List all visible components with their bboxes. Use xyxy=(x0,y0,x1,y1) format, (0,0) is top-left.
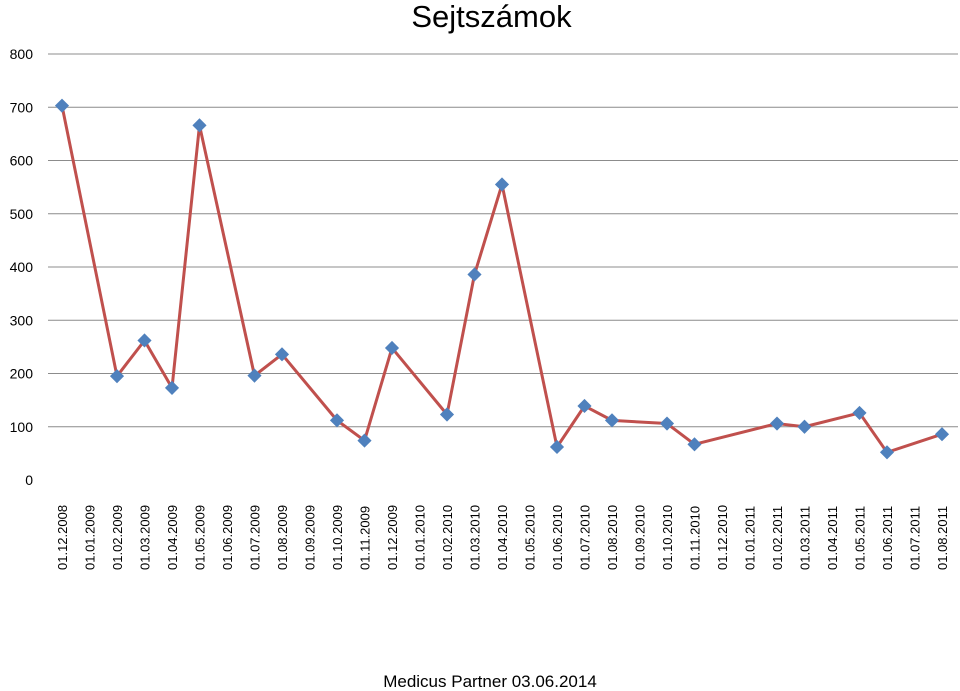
x-tick-label: 01.05.2010 xyxy=(523,505,538,570)
x-tick-label: 01.11.2009 xyxy=(358,506,373,570)
y-tick-label: 600 xyxy=(10,153,34,169)
data-point-marker xyxy=(577,398,592,414)
y-axis-ticks: 0 100 200 300 400 500 600 700 800 xyxy=(10,46,34,488)
data-point-marker xyxy=(164,380,180,395)
chart-title: Sejtszámok xyxy=(411,0,572,34)
x-tick-label: 01.12.2010 xyxy=(715,505,730,570)
y-tick-label: 100 xyxy=(10,419,34,435)
y-tick-label: 200 xyxy=(10,366,34,382)
y-tick-label: 400 xyxy=(10,259,34,275)
x-tick-label: 01.09.2010 xyxy=(633,505,648,570)
series-line xyxy=(60,105,943,454)
y-tick-label: 500 xyxy=(10,206,34,222)
series-polyline xyxy=(60,105,943,454)
data-point-marker xyxy=(109,369,125,384)
x-tick-label: 01.06.2010 xyxy=(550,505,565,570)
data-point-marker xyxy=(357,433,372,448)
x-tick-label: 01.11.2010 xyxy=(688,506,703,570)
x-tick-label: 01.01.2010 xyxy=(413,505,428,570)
x-tick-label: 01.02.2009 xyxy=(110,505,125,570)
data-point-marker xyxy=(934,427,950,442)
data-point-marker xyxy=(439,407,455,422)
x-tick-label: 01.10.2009 xyxy=(330,505,345,570)
x-tick-label: 01.08.2011 xyxy=(935,506,950,570)
data-point-marker xyxy=(769,416,785,431)
x-tick-label: 01.07.2009 xyxy=(248,505,263,570)
data-point-marker xyxy=(797,419,812,434)
x-tick-label: 01.04.2009 xyxy=(165,505,180,570)
grid-lines xyxy=(48,53,958,428)
y-tick-label: 0 xyxy=(25,472,33,488)
data-point-marker xyxy=(247,368,262,383)
x-tick-label: 01.07.2010 xyxy=(578,505,593,570)
x-tick-label: 01.06.2011 xyxy=(880,506,895,570)
x-tick-label: 01.08.2009 xyxy=(275,505,290,570)
x-tick-label: 01.09.2009 xyxy=(303,505,318,570)
x-tick-label: 01.10.2010 xyxy=(660,505,675,570)
y-tick-label: 300 xyxy=(10,312,34,328)
x-tick-label: 01.04.2010 xyxy=(495,505,510,570)
x-tick-label: 01.03.2009 xyxy=(138,505,153,570)
data-point-marker xyxy=(852,405,867,420)
y-tick-label: 700 xyxy=(10,99,34,115)
x-tick-label: 01.01.2009 xyxy=(83,505,98,570)
data-point-marker xyxy=(549,439,565,455)
data-point-marker xyxy=(659,416,675,431)
footer-text: Medicus Partner 03.06.2014 xyxy=(383,672,597,691)
data-point-marker xyxy=(384,340,400,356)
data-point-marker xyxy=(879,445,895,460)
x-tick-label: 01.03.2011 xyxy=(798,506,813,570)
x-tick-label: 01.07.2011 xyxy=(908,506,923,570)
data-point-marker xyxy=(687,437,702,452)
x-tick-label: 01.02.2010 xyxy=(440,505,455,570)
x-tick-label: 01.06.2009 xyxy=(220,505,235,570)
x-tick-label: 01.05.2009 xyxy=(193,505,208,570)
data-point-marker xyxy=(54,98,70,113)
data-point-marker xyxy=(274,347,290,362)
data-point-marker xyxy=(467,267,482,282)
data-point-marker xyxy=(137,333,152,348)
x-tick-label: 01.04.2011 xyxy=(825,506,840,570)
x-tick-label: 01.03.2010 xyxy=(468,505,483,570)
x-tick-label: 01.01.2011 xyxy=(743,506,758,570)
x-axis-ticks: 01.12.2008 01.01.2009 01.02.2009 01.03.2009… xyxy=(55,505,950,570)
x-tick-label: 01.12.2009 xyxy=(385,505,400,570)
x-tick-label: 01.02.2011 xyxy=(770,506,785,570)
data-point-marker xyxy=(192,118,207,133)
data-point-marker xyxy=(494,177,510,192)
x-tick-label: 01.12.2008 xyxy=(55,505,70,570)
x-tick-label: 01.08.2010 xyxy=(605,505,620,570)
x-tick-label: 01.05.2011 xyxy=(853,506,868,570)
y-tick-label: 800 xyxy=(10,46,34,62)
series-markers xyxy=(54,98,950,460)
data-point-marker xyxy=(329,413,345,428)
data-point-marker xyxy=(604,413,620,428)
